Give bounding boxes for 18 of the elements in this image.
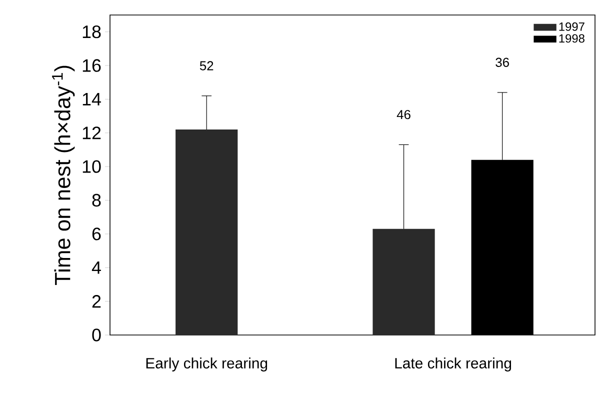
- y-tick-label: 10: [82, 160, 101, 173]
- y-tick-label: 16: [82, 59, 101, 72]
- y-tick-label: 0: [92, 328, 101, 342]
- y-tick-label: 14: [82, 93, 101, 106]
- x-tick-label: Early chick rearing: [146, 358, 268, 372]
- y-tick-label: 18: [82, 25, 101, 38]
- annotation: 46: [396, 110, 410, 120]
- y-tick-label: 8: [92, 194, 101, 207]
- y-axis-title: Time on nest (h×day$^{-1}$): [52, 66, 75, 286]
- x-tick-label: Late chick rearing: [395, 358, 512, 372]
- y-tick-label: 2: [92, 295, 101, 308]
- y-tick-label: 4: [92, 261, 101, 274]
- annotation: 36: [496, 58, 509, 67]
- legend-label: 1998: [559, 34, 584, 43]
- y-tick-label: 12: [82, 126, 101, 140]
- legend-label: 1997: [559, 22, 584, 31]
- y-tick-label: 6: [92, 228, 101, 240]
- annotation: 52: [200, 61, 214, 70]
